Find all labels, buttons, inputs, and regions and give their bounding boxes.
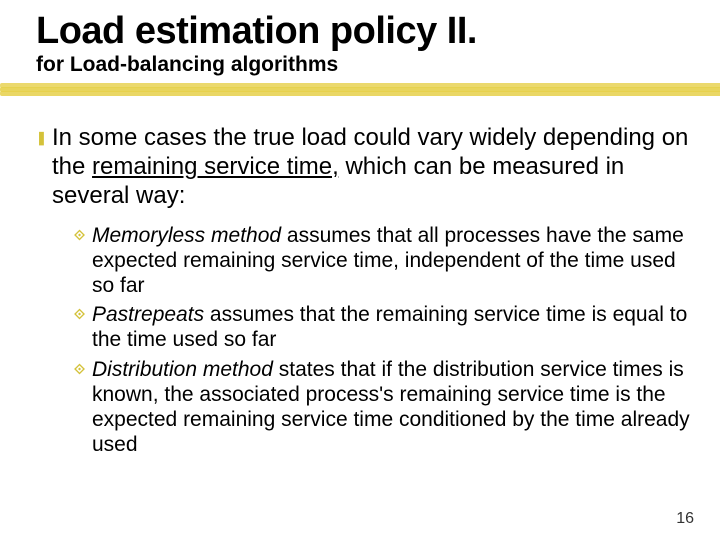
slide-title: Load estimation policy II.: [36, 12, 690, 52]
sub-bullet-3: ⟐ Distribution method states that if the…: [74, 357, 690, 458]
main-underlined: remaining service time,: [92, 153, 339, 180]
title-underline: [0, 83, 720, 97]
sub3-term: Distribution method: [92, 358, 273, 381]
sub-bullet-1: ⟐ Memoryless method assumes that all pro…: [74, 223, 690, 299]
page-number: 16: [676, 510, 694, 528]
main-bullet: ❚ In some cases the true load could vary…: [36, 123, 690, 211]
bullet-icon: ❚: [36, 123, 52, 211]
bullet-icon: ⟐: [74, 357, 92, 458]
bullet-icon: ⟐: [74, 223, 92, 299]
content-area: ❚ In some cases the true load could vary…: [36, 123, 690, 457]
sub-bullet-2: ⟐ Pastrepeats assumes that the remaining…: [74, 302, 690, 352]
slide-container: Load estimation policy II. for Load-bala…: [0, 0, 720, 540]
sub-bullet-text: Memoryless method assumes that all proce…: [92, 223, 690, 299]
sub1-term: Memoryless method: [92, 224, 281, 247]
sub2-term: Pastrepeats: [92, 303, 204, 326]
main-bullet-text: In some cases the true load could vary w…: [52, 123, 690, 211]
bullet-icon: ⟐: [74, 302, 92, 352]
sub-bullet-text: Distribution method states that if the d…: [92, 357, 690, 458]
sub-bullet-text: Pastrepeats assumes that the remaining s…: [92, 302, 690, 352]
slide-subtitle: for Load-balancing algorithms: [36, 53, 690, 77]
